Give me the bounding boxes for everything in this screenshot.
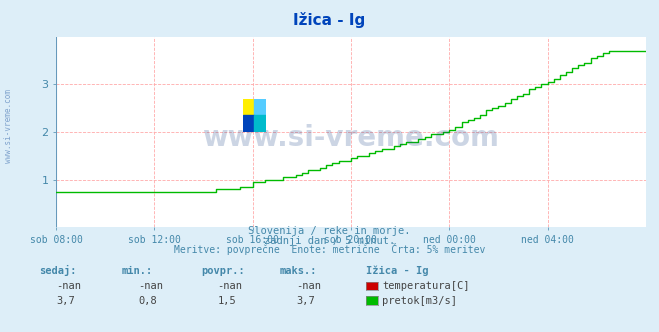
Text: -nan: -nan: [138, 281, 163, 291]
Text: Meritve: povprečne  Enote: metrične  Črta: 5% meritev: Meritve: povprečne Enote: metrične Črta:…: [174, 243, 485, 255]
Text: min.:: min.:: [122, 266, 153, 276]
Text: 1,5: 1,5: [217, 296, 236, 306]
Text: 0,8: 0,8: [138, 296, 157, 306]
Text: 3,7: 3,7: [56, 296, 74, 306]
Text: temperatura[C]: temperatura[C]: [382, 281, 470, 291]
Text: -nan: -nan: [297, 281, 322, 291]
Bar: [254, 99, 266, 116]
Text: www.si-vreme.com: www.si-vreme.com: [202, 124, 500, 152]
Text: zadnji dan / 5 minut.: zadnji dan / 5 minut.: [264, 236, 395, 246]
Text: Ižica - Ig: Ižica - Ig: [293, 12, 366, 28]
Text: pretok[m3/s]: pretok[m3/s]: [382, 296, 457, 306]
Text: www.si-vreme.com: www.si-vreme.com: [4, 89, 13, 163]
Text: povpr.:: povpr.:: [201, 266, 244, 276]
Bar: [243, 99, 254, 116]
Text: sedaj:: sedaj:: [40, 265, 77, 276]
Text: -nan: -nan: [56, 281, 81, 291]
Text: Ižica - Ig: Ižica - Ig: [366, 265, 428, 276]
Bar: [243, 116, 254, 132]
Text: -nan: -nan: [217, 281, 243, 291]
Text: 3,7: 3,7: [297, 296, 315, 306]
Text: maks.:: maks.:: [280, 266, 318, 276]
Bar: [254, 116, 266, 132]
Text: Slovenija / reke in morje.: Slovenija / reke in morje.: [248, 226, 411, 236]
